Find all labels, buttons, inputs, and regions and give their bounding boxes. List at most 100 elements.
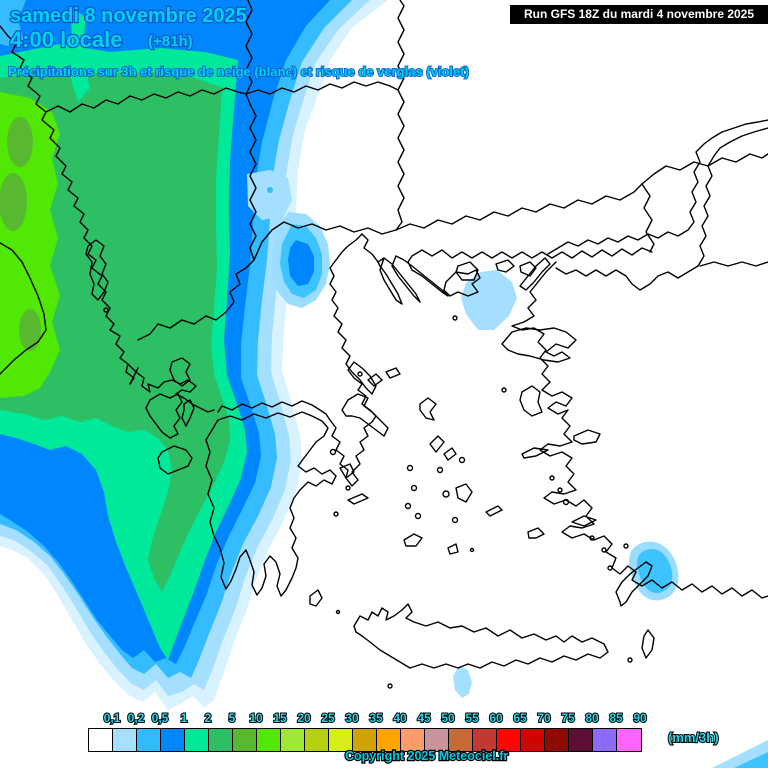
peloponnese: [205, 411, 337, 597]
legend-cell-5: [209, 729, 233, 751]
copyright-label: Copyright 2025 Meteociel.fr: [344, 748, 510, 764]
map-subtitle: Précipitations sur 3h et risque de neige…: [7, 63, 470, 80]
island-lesbos: [501, 327, 577, 363]
island-chios: [519, 385, 543, 417]
border-bulgaria-turkey: [641, 153, 768, 185]
island-ithaca: [181, 399, 195, 427]
island-patmos: [549, 475, 555, 481]
legend-cell-0,2: [113, 729, 137, 751]
island-symi: [623, 543, 629, 549]
coast-marmara-north: [547, 119, 768, 255]
coast-izmit: [699, 261, 768, 267]
island-gavdos: [387, 683, 393, 689]
island-gokceada: [495, 259, 515, 273]
coastlines-group: [0, 0, 768, 689]
coast-gallipoli: [519, 257, 551, 291]
island-kythnos: [410, 484, 418, 492]
island-astypalaia: [527, 527, 545, 539]
legend-value-50: 50: [440, 710, 455, 726]
legend-value-1: 1: [180, 710, 189, 726]
shower-north-greece-pale: [247, 170, 292, 220]
island-samothraki: [519, 261, 537, 277]
legend-value-70: 70: [536, 710, 551, 726]
legend-cell-65: [497, 729, 521, 751]
legend-value-5: 5: [228, 710, 237, 726]
legend-value-85: 85: [608, 710, 623, 726]
legend-cell-50: [425, 729, 449, 751]
island-lefkada: [169, 357, 191, 387]
island-evia: [341, 393, 389, 437]
island-milos: [403, 533, 423, 547]
legend-cell-25: [305, 729, 329, 751]
legend-cell-1: [161, 729, 185, 751]
legend-cell-75: [545, 729, 569, 751]
coast-italy-heel: [0, 242, 47, 375]
island-agios-efstratios: [452, 315, 458, 321]
legend-value-35: 35: [368, 710, 383, 726]
island-paxos: [103, 307, 109, 313]
shower-north-greece-core: [288, 240, 314, 286]
island-andros: [429, 435, 445, 453]
island-limnos: [443, 269, 481, 297]
island-syros: [436, 466, 444, 474]
island-psara: [501, 387, 507, 393]
island-serifos: [404, 502, 412, 510]
precip-patch-5mm-c: [19, 309, 41, 351]
island-skiathos: [357, 371, 363, 377]
coast-marmara-south: [555, 127, 768, 291]
island-santorini: [447, 543, 459, 555]
legend-cell-90: [617, 729, 641, 751]
legend-value-15: 15: [272, 710, 287, 726]
legend-cell-40: [377, 729, 401, 751]
border-greece-bulgaria: [395, 183, 643, 231]
legend-cell-60: [473, 729, 497, 751]
run-info-box: Run GFS 18Z du mardi 4 novembre 2025: [510, 5, 768, 24]
legend-value-65: 65: [512, 710, 527, 726]
island-ios: [451, 516, 459, 524]
island-kea: [406, 464, 414, 472]
island-kos: [571, 515, 597, 527]
date-label: samedi 8 novembre 2025: [9, 4, 248, 28]
legend-value-20: 20: [296, 710, 311, 726]
island-chalki: [607, 565, 613, 571]
island-spetses: [333, 511, 339, 517]
island-zakynthos: [157, 445, 193, 475]
legend-value-2: 2: [204, 710, 213, 726]
legend-unit-label: (mm/3h): [667, 729, 720, 746]
border-macedonia-bulgaria: [395, 89, 405, 231]
forecast-offset-label: (+81h): [147, 32, 194, 51]
island-alonissos: [385, 367, 401, 379]
precip-streak-spring: [68, 6, 90, 102]
border-evros: [641, 183, 655, 253]
island-kasos: [627, 657, 633, 663]
legend-cell-45: [401, 729, 425, 751]
legend-value-25: 25: [320, 710, 335, 726]
island-aegina: [339, 463, 355, 479]
island-kythira: [309, 589, 323, 607]
island-tinos: [443, 447, 457, 461]
shower-ne-aegean: [461, 270, 517, 330]
island-kefalonia: [145, 393, 183, 439]
island-skopelos: [367, 373, 383, 387]
legend-cell-35: [353, 729, 377, 751]
legend-cell-20: [281, 729, 305, 751]
border-serbia-vertical: [245, 0, 253, 95]
border-montenegro-serbia: [45, 87, 247, 113]
island-kalymnos: [562, 498, 570, 506]
island-salamina: [329, 448, 337, 456]
coast-sterea-attica: [217, 233, 385, 487]
shower-rhodes-core: [637, 548, 673, 594]
island-naxos: [455, 483, 473, 503]
legend-cell-70: [521, 729, 545, 751]
coast-balkan-west: [0, 25, 215, 413]
coast-turkey-aegean: [511, 261, 768, 599]
island-crete: [353, 603, 609, 669]
shower-corner-cyan: [734, 752, 768, 768]
precip-patch-5mm-a: [7, 117, 33, 167]
legend-cell-0,1: [89, 729, 113, 751]
coast-chalkidiki: [377, 247, 653, 305]
legend-cell-80: [569, 729, 593, 751]
legend-value-10: 10: [248, 710, 263, 726]
